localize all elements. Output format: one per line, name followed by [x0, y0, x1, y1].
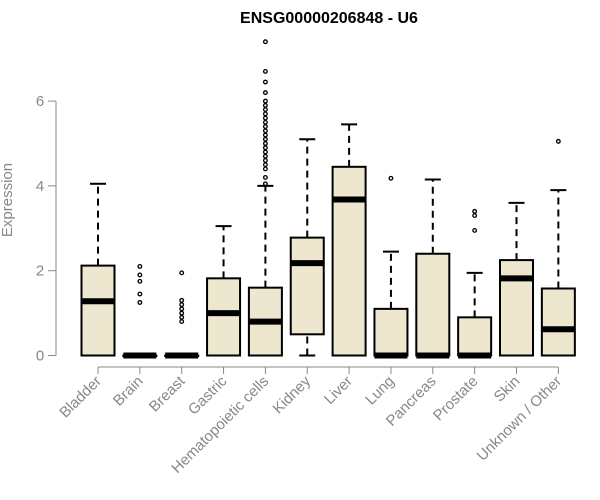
outlier-point [137, 291, 143, 297]
outlier-point [179, 310, 185, 316]
outlier-point [262, 174, 268, 180]
outlier-point [137, 300, 143, 305]
y-axis-label: Expression [0, 163, 16, 237]
outlier-point [179, 302, 185, 308]
outlier-point [262, 107, 268, 113]
box-iqr [457, 316, 493, 357]
outlier-point [179, 319, 185, 325]
outlier-point [262, 124, 268, 129]
box-iqr [289, 236, 325, 336]
box-group [540, 138, 576, 357]
outlier-point [262, 115, 268, 121]
box-group [373, 175, 409, 359]
box-iqr [415, 252, 451, 357]
y-axis: 0 2 4 6 [36, 93, 57, 365]
outlier-point [555, 138, 561, 144]
x-tick-label: Lung [362, 373, 398, 409]
y-tick-label: 0 [36, 348, 44, 365]
outlier-point [137, 278, 143, 284]
outlier-point [262, 153, 268, 159]
outlier-point [262, 166, 268, 172]
box-group [499, 201, 534, 357]
outlier-point [472, 208, 478, 214]
x-tick-label: Bladder [56, 373, 105, 422]
outlier-point [262, 141, 268, 146]
outlier-point [262, 162, 268, 168]
outlier-point [262, 149, 268, 155]
outlier-point [262, 136, 268, 142]
outlier-point [262, 132, 268, 138]
x-tick-label: Liver [321, 373, 356, 408]
box-group [164, 270, 200, 359]
x-tick-label: Brain [110, 373, 147, 410]
outlier-point [262, 119, 268, 125]
outlier-point [179, 314, 185, 320]
outlier-point [262, 102, 268, 108]
box-iqr [80, 264, 116, 357]
plot-area [80, 39, 576, 359]
outlier-point [262, 128, 268, 134]
box-iqr [331, 165, 367, 357]
box-iqr [540, 287, 576, 357]
outlier-point [262, 68, 268, 74]
outlier-point [472, 213, 478, 219]
box-group [331, 123, 367, 357]
outlier-point [262, 158, 268, 163]
box-group [122, 264, 158, 359]
x-tick-label: Breast [146, 372, 189, 415]
outlier-point [179, 270, 185, 276]
box-iqr [206, 277, 242, 357]
outlier-point [179, 306, 185, 312]
box-iqr [373, 307, 409, 357]
y-tick-label: 6 [36, 93, 44, 110]
outlier-point [262, 181, 268, 187]
outlier-point [472, 227, 478, 233]
box-group [289, 138, 325, 357]
outlier-point [262, 98, 268, 104]
outlier-point [262, 111, 268, 117]
box-group [206, 225, 242, 357]
outlier-point [137, 264, 143, 269]
outlier-point [179, 297, 185, 303]
outlier-point [262, 39, 268, 45]
box-group [247, 39, 283, 357]
box-group [80, 182, 116, 357]
outlier-point [137, 272, 143, 278]
y-tick-label: 4 [36, 178, 44, 195]
box-group [457, 208, 493, 359]
outlier-point [262, 90, 268, 96]
outlier-point [262, 79, 268, 85]
outlier-point [262, 145, 268, 151]
chart-title: ENSG00000206848 - U6 [240, 10, 418, 27]
box-iqr [499, 259, 534, 357]
outlier-point [388, 175, 394, 181]
y-tick-label: 2 [36, 263, 44, 280]
box-group [415, 178, 451, 359]
x-tick-label: Kidney [270, 372, 315, 417]
x-tick-label: Prostate [430, 373, 482, 425]
x-tick-label: Skin [491, 373, 524, 406]
